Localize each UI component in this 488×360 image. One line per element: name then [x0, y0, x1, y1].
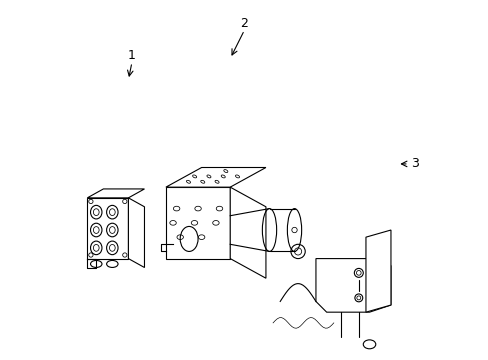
- Polygon shape: [128, 198, 144, 267]
- Polygon shape: [230, 187, 265, 278]
- Polygon shape: [87, 189, 144, 198]
- Text: 1: 1: [128, 49, 136, 62]
- Text: 2: 2: [240, 17, 248, 30]
- Polygon shape: [365, 230, 390, 312]
- Polygon shape: [87, 198, 128, 258]
- Polygon shape: [315, 258, 390, 312]
- Text: 3: 3: [410, 157, 418, 170]
- Polygon shape: [165, 187, 230, 258]
- Polygon shape: [165, 167, 265, 187]
